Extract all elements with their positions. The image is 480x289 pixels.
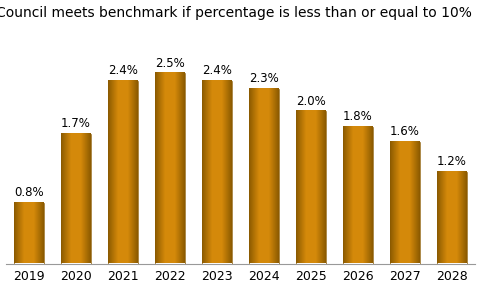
Text: Council meets benchmark if percentage is less than or equal to 10%: Council meets benchmark if percentage is…: [0, 5, 471, 20]
Text: 2.4%: 2.4%: [202, 64, 231, 77]
Text: 2.0%: 2.0%: [296, 95, 325, 108]
Text: 2.4%: 2.4%: [108, 64, 138, 77]
Text: 2.3%: 2.3%: [249, 72, 278, 85]
Text: 1.7%: 1.7%: [61, 117, 91, 130]
Text: 1.2%: 1.2%: [436, 155, 466, 168]
Text: 2.5%: 2.5%: [155, 57, 184, 70]
Text: 0.8%: 0.8%: [14, 186, 44, 199]
Text: 1.6%: 1.6%: [389, 125, 419, 138]
Text: 1.8%: 1.8%: [342, 110, 372, 123]
